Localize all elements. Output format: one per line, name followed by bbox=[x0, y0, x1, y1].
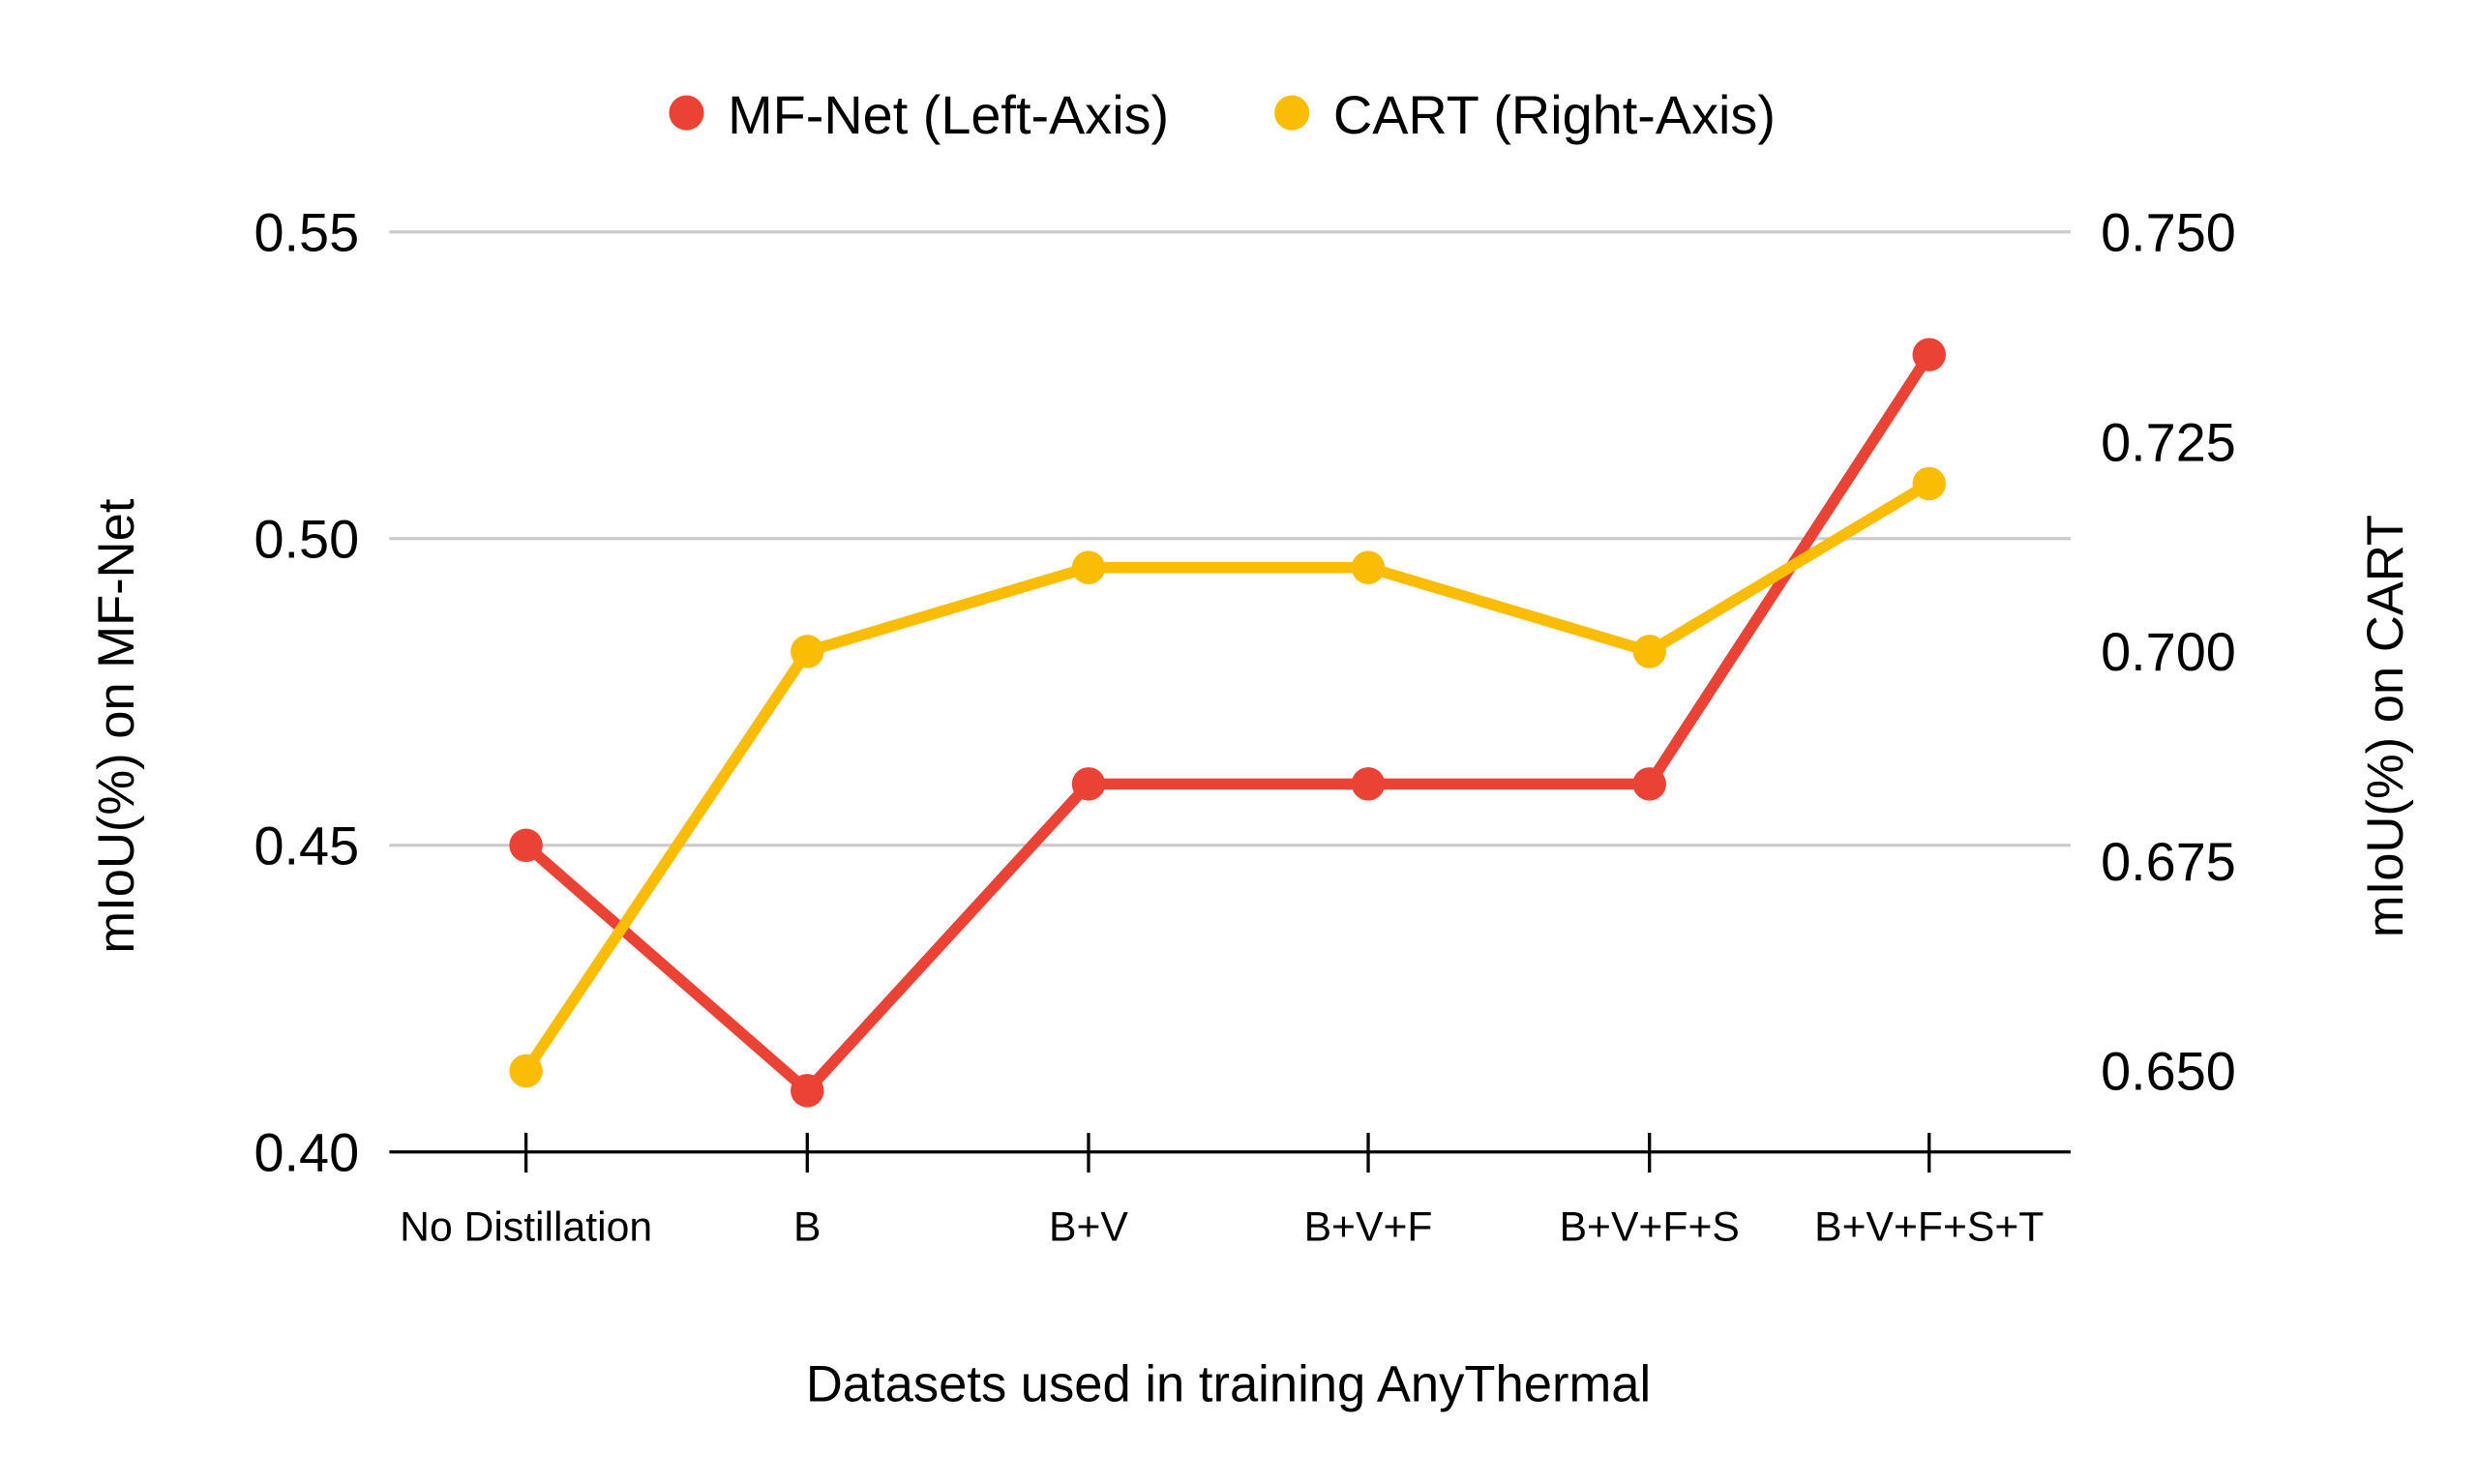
data-point-marker[interactable] bbox=[1632, 767, 1666, 801]
series-cart bbox=[509, 466, 1947, 1088]
left-y-axis: 0.55 0.50 0.45 0.40 mIoU(%) on MF-Net bbox=[88, 201, 359, 1182]
series-line bbox=[521, 479, 1932, 1075]
x-tick-label: B+V bbox=[1049, 1204, 1128, 1251]
x-tick-label: No Distillation bbox=[400, 1204, 652, 1251]
series-mf-net bbox=[509, 338, 1947, 1108]
y-tick-label-right: 0.700 bbox=[2101, 621, 2236, 682]
legend-marker-icon bbox=[669, 95, 704, 131]
data-point-marker[interactable] bbox=[1351, 550, 1386, 584]
y-tick-label-right: 0.650 bbox=[2101, 1041, 2236, 1102]
data-point-marker[interactable] bbox=[791, 635, 824, 668]
data-point-marker[interactable] bbox=[1912, 338, 1947, 371]
legend-marker-icon bbox=[1274, 95, 1310, 131]
legend-item-mf-net[interactable]: MF-Net (Left-Axis) bbox=[669, 84, 1169, 145]
right-y-axis: 0.750 0.725 0.700 0.675 0.650 mIoU(%) on… bbox=[2101, 201, 2414, 1101]
data-point-marker[interactable] bbox=[1351, 767, 1386, 801]
gridlines bbox=[389, 230, 2071, 847]
series-line bbox=[522, 351, 1934, 1097]
legend: MF-Net (Left-Axis) CART (Right-Axis) bbox=[669, 84, 1776, 145]
y-tick-label-right: 0.675 bbox=[2101, 831, 2236, 892]
y-axis-title-left: mIoU(%) on MF-Net bbox=[88, 498, 145, 953]
y-tick-label: 0.45 bbox=[254, 815, 359, 876]
legend-label: CART (Right-Axis) bbox=[1333, 84, 1776, 145]
x-tick-label: B+V+F+S+T bbox=[1814, 1204, 2044, 1251]
data-point-marker[interactable] bbox=[509, 1054, 543, 1088]
legend-label: MF-Net (Left-Axis) bbox=[728, 84, 1169, 145]
y-tick-label-right: 0.750 bbox=[2101, 201, 2236, 262]
x-tick-label: B bbox=[793, 1204, 821, 1251]
data-point-marker[interactable] bbox=[1071, 550, 1106, 584]
data-point-marker[interactable] bbox=[509, 828, 543, 863]
x-axis-title: Datasets used in training AnyThermal bbox=[806, 1356, 1651, 1413]
y-tick-label: 0.55 bbox=[254, 201, 359, 262]
x-tick-label: B+V+F+S bbox=[1560, 1204, 1740, 1251]
data-point-marker[interactable] bbox=[1912, 466, 1947, 501]
y-tick-label: 0.50 bbox=[254, 508, 359, 569]
x-axis: No Distillation B B+V B+V+F B+V+F+S B+V+… bbox=[389, 1133, 2071, 1413]
y-axis-title-right: mIoU(%) on CART bbox=[2357, 515, 2414, 937]
x-tick-label: B+V+F bbox=[1304, 1204, 1433, 1251]
y-tick-label: 0.40 bbox=[254, 1121, 359, 1182]
data-point-marker[interactable] bbox=[1071, 767, 1106, 801]
legend-item-cart[interactable]: CART (Right-Axis) bbox=[1274, 84, 1776, 145]
y-tick-label-right: 0.725 bbox=[2101, 411, 2236, 472]
data-point-marker[interactable] bbox=[1632, 635, 1666, 668]
data-point-marker[interactable] bbox=[791, 1074, 824, 1108]
series-layer bbox=[509, 338, 1947, 1108]
